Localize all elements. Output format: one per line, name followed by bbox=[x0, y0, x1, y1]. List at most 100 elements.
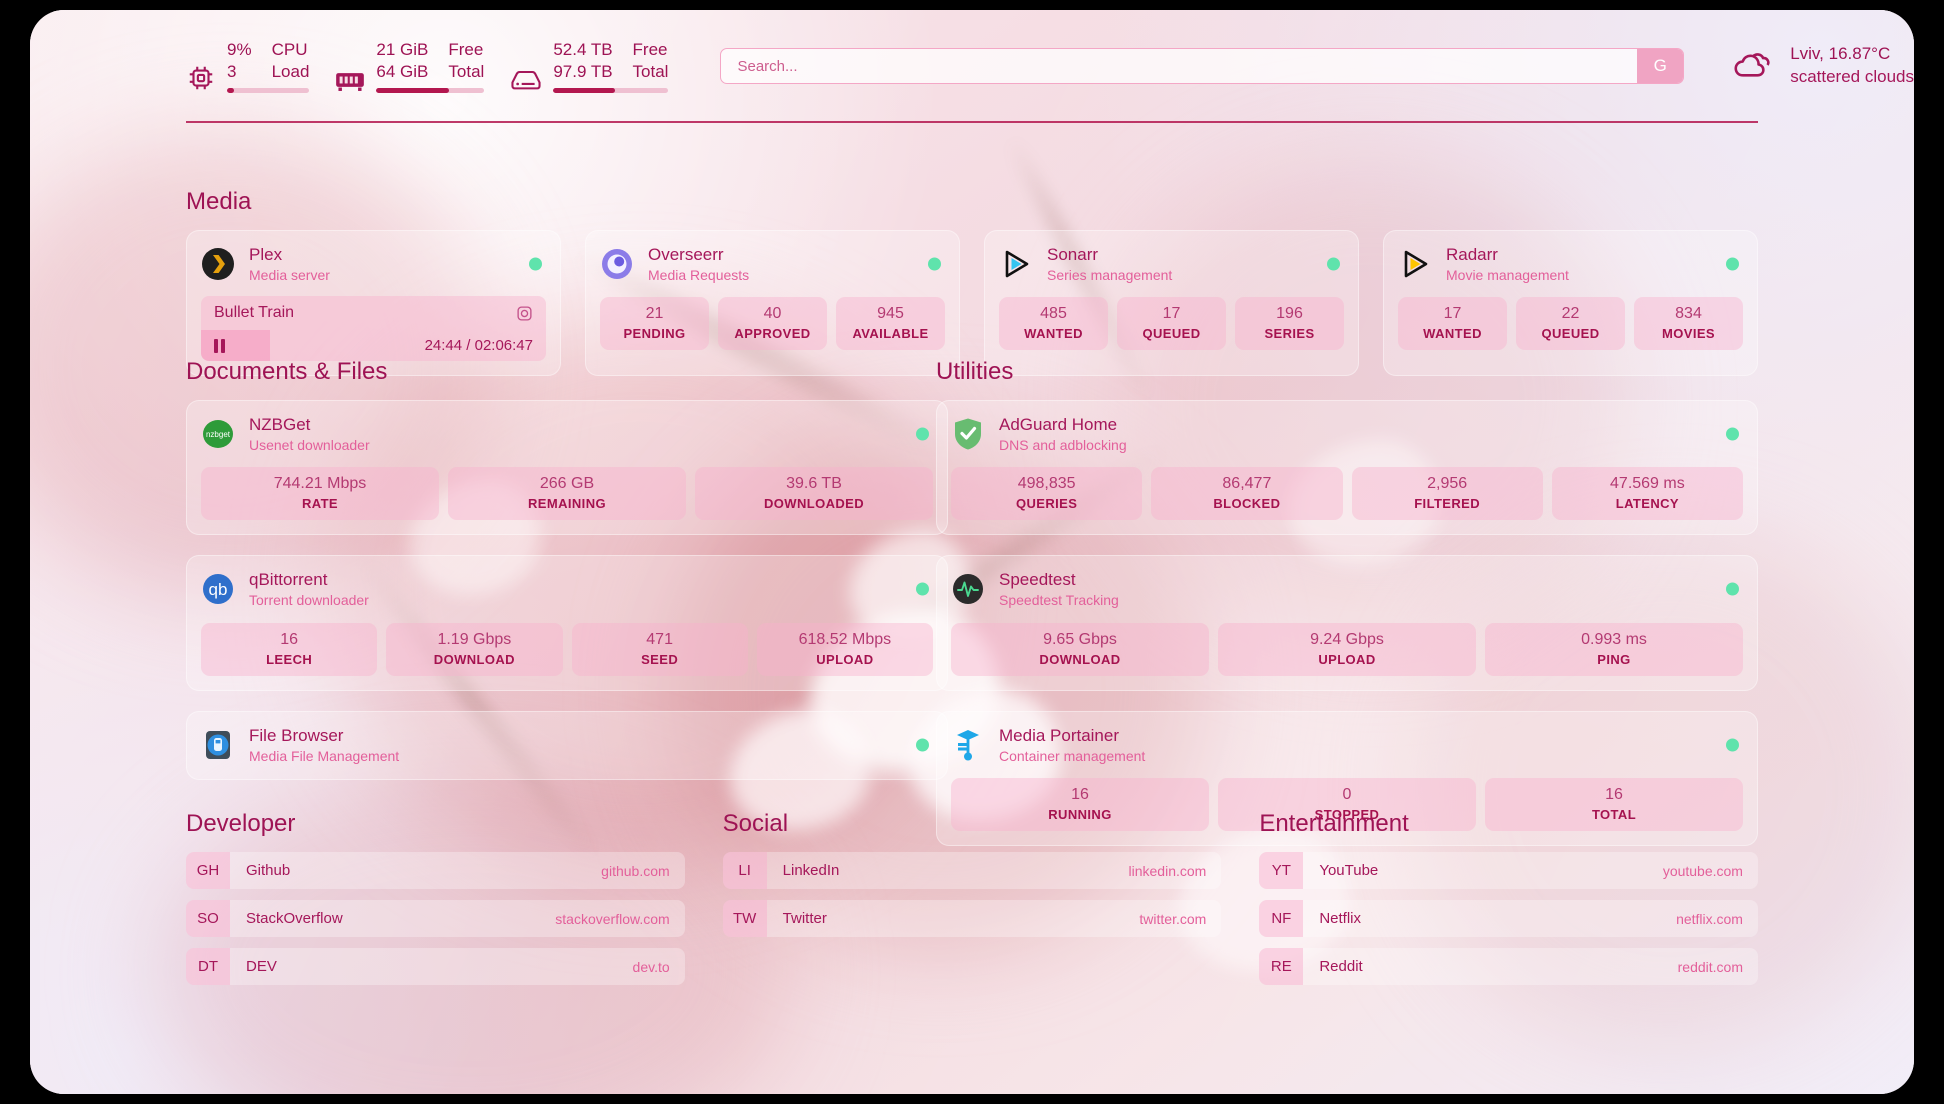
stat-label: FILTERED bbox=[1414, 496, 1481, 512]
bookmark-item[interactable]: SO StackOverflow stackoverflow.com bbox=[186, 900, 685, 937]
app-name: Sonarr bbox=[1047, 245, 1099, 264]
stat-label: DOWNLOAD bbox=[1039, 651, 1121, 667]
bookmark-item[interactable]: TW Twitter twitter.com bbox=[722, 900, 1222, 937]
bookmark-url: linkedin.com bbox=[1128, 862, 1207, 879]
stat-box: 196 SERIES bbox=[1235, 297, 1344, 351]
stat-value: 618.52 Mbps bbox=[798, 630, 892, 648]
stat-label: SEED bbox=[641, 651, 679, 667]
stat-label: RUNNING bbox=[1048, 806, 1112, 822]
stat-value: 196 bbox=[1276, 305, 1303, 323]
app-name: Radarr bbox=[1446, 245, 1498, 264]
app-card-adguard-home[interactable]: AdGuard Home DNS and adblocking 498,835 … bbox=[936, 400, 1758, 536]
svg-text:nzbget: nzbget bbox=[206, 430, 231, 439]
app-card-file-browser[interactable]: File Browser Media File Management bbox=[186, 710, 948, 780]
bookmark-item[interactable]: GH Github github.com bbox=[186, 852, 685, 889]
now-playing-progress-row[interactable]: 24:44 / 02:06:47 bbox=[201, 330, 546, 362]
search-submit-button[interactable]: G bbox=[1637, 49, 1684, 83]
overseerr-icon bbox=[600, 247, 634, 281]
weather-widget[interactable]: Lviv, 16.87°C scattered clouds bbox=[1732, 43, 1914, 89]
bookmark-tag: SO bbox=[186, 900, 230, 937]
app-card-sonarr[interactable]: Sonarr Series management 485 WANTED 17 Q… bbox=[984, 230, 1359, 377]
cpu-label-bottom: Load bbox=[271, 61, 310, 81]
bookmark-tag: RE bbox=[1259, 948, 1304, 985]
search-bar[interactable]: G bbox=[720, 48, 1685, 84]
app-card-qbittorrent[interactable]: qb qBittorrent Torrent downloader 16 LEE… bbox=[186, 555, 948, 691]
memory-free-value: 21 GiB bbox=[376, 40, 429, 60]
app-name: Speedtest bbox=[999, 570, 1076, 590]
bookmark-item[interactable]: DT DEV dev.to bbox=[186, 948, 685, 985]
bookmark-item[interactable]: RE Reddit reddit.com bbox=[1259, 948, 1758, 985]
stat-value: 0.993 ms bbox=[1581, 630, 1647, 648]
bookmark-tag: GH bbox=[186, 852, 230, 889]
stat-label: TOTAL bbox=[1591, 806, 1637, 822]
search-input[interactable] bbox=[721, 49, 1638, 83]
app-card-speedtest[interactable]: Speedtest Speedtest Tracking 9.65 Gbps D… bbox=[936, 555, 1758, 691]
cpu-chip-icon bbox=[186, 63, 216, 93]
cast-icon[interactable] bbox=[516, 305, 533, 322]
stat-value: 39.6 TB bbox=[786, 475, 842, 493]
app-subtitle: Series management bbox=[1047, 267, 1173, 284]
memory-stat: 21 GiB 64 GiB Free Total bbox=[335, 39, 485, 93]
stat-label: UPLOAD bbox=[1318, 651, 1376, 667]
sonarr-icon bbox=[999, 247, 1033, 281]
now-playing-time: 24:44 / 02:06:47 bbox=[424, 337, 533, 355]
app-subtitle: Movie management bbox=[1446, 267, 1569, 284]
status-indicator-online bbox=[1726, 257, 1739, 271]
qbittorrent-icon: qb bbox=[201, 572, 235, 606]
bookmark-name: Netflix bbox=[1319, 910, 1362, 927]
stat-box: 86,477 BLOCKED bbox=[1151, 467, 1343, 521]
radarr-icon bbox=[1398, 247, 1432, 281]
stat-box: 47.569 ms LATENCY bbox=[1551, 467, 1743, 521]
stat-label: SERIES bbox=[1264, 326, 1315, 342]
app-subtitle: Usenet downloader bbox=[249, 437, 370, 454]
stat-box: 9.65 Gbps DOWNLOAD bbox=[951, 622, 1209, 676]
bookmark-item[interactable]: LI LinkedIn linkedin.com bbox=[722, 852, 1222, 889]
stat-box: 834 MOVIES bbox=[1634, 297, 1743, 351]
memory-label-top: Free bbox=[448, 40, 484, 60]
cpu-usage-value: 9% bbox=[227, 40, 252, 60]
weather-condition: scattered clouds bbox=[1790, 67, 1914, 86]
bookmark-group-developer: Developer GH Github github.com SO StackO… bbox=[186, 810, 685, 985]
app-card-nzbget[interactable]: nzbget NZBGet Usenet downloader 744.21 M… bbox=[186, 400, 948, 536]
disk-label-bottom: Total bbox=[632, 61, 669, 81]
app-name: Media Portainer bbox=[999, 725, 1120, 745]
stat-box: 744.21 Mbps RATE bbox=[201, 467, 439, 521]
weather-location-temperature: Lviv, 16.87°C bbox=[1790, 44, 1891, 64]
stat-value: 266 GB bbox=[539, 475, 595, 493]
stat-box: 485 WANTED bbox=[999, 297, 1108, 351]
app-card-media-portainer[interactable]: Media Portainer Container management 16 … bbox=[936, 710, 1758, 846]
stat-label: PENDING bbox=[623, 326, 686, 342]
app-card-plex[interactable]: Plex Media server Bullet Train bbox=[186, 230, 561, 377]
stat-value: 86,477 bbox=[1222, 475, 1272, 493]
bookmark-url: twitter.com bbox=[1139, 910, 1207, 927]
pause-icon[interactable] bbox=[214, 338, 225, 353]
svg-text:qb: qb bbox=[209, 580, 228, 599]
stat-box: 22 QUEUED bbox=[1516, 297, 1625, 351]
bookmark-tag: LI bbox=[722, 852, 767, 889]
memory-ram-icon bbox=[335, 67, 365, 93]
bookmark-name: Github bbox=[246, 862, 291, 879]
memory-label-bottom: Total bbox=[448, 61, 485, 81]
app-card-overseerr[interactable]: Overseerr Media Requests 21 PENDING 40 A… bbox=[585, 230, 960, 377]
stat-label: DOWNLOADED bbox=[763, 496, 865, 512]
progress-fill bbox=[201, 330, 270, 362]
stat-box: 1.19 Gbps DOWNLOAD bbox=[386, 622, 563, 676]
bookmark-url: github.com bbox=[601, 862, 670, 879]
stat-value: 17 bbox=[1162, 305, 1181, 323]
stat-value: 16 bbox=[280, 630, 299, 648]
stat-label: STOPPED bbox=[1314, 806, 1380, 822]
app-name: qBittorrent bbox=[249, 570, 328, 590]
stat-box: 9.24 Gbps UPLOAD bbox=[1218, 622, 1476, 676]
status-indicator-online bbox=[1726, 427, 1739, 441]
bookmark-item[interactable]: NF Netflix netflix.com bbox=[1259, 900, 1758, 937]
stat-label: UPLOAD bbox=[816, 651, 874, 667]
stat-label: QUERIES bbox=[1015, 496, 1078, 512]
bookmark-name: Reddit bbox=[1319, 958, 1363, 975]
media-section-title: Media bbox=[186, 188, 252, 215]
memory-total-value: 64 GiB bbox=[376, 61, 429, 81]
bookmark-item[interactable]: YT YouTube youtube.com bbox=[1259, 852, 1758, 889]
cpu-usage-bar bbox=[227, 87, 310, 93]
stat-box: 0.993 ms PING bbox=[1485, 622, 1743, 676]
app-card-radarr[interactable]: Radarr Movie management 17 WANTED 22 QUE… bbox=[1383, 230, 1758, 377]
status-indicator-online bbox=[1726, 738, 1739, 752]
